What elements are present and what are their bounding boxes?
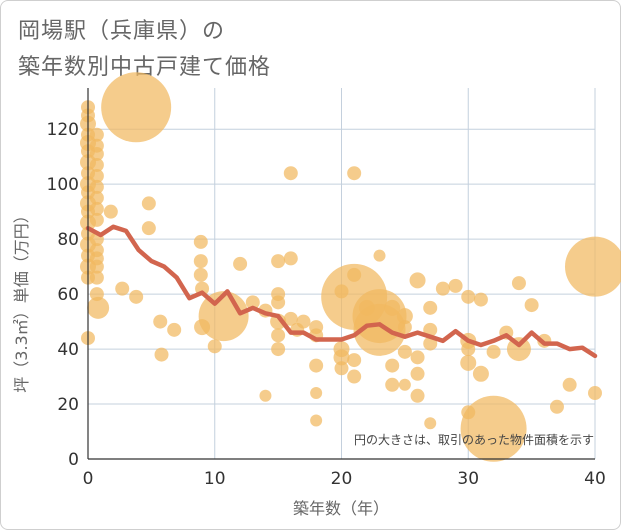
y-axis-label: 坪（3.3㎡）単価（万円）	[12, 207, 31, 392]
size-note: 円の大きさは、取引のあった物件面積を示す	[354, 432, 594, 447]
bubble-24	[89, 179, 104, 194]
bubble-115	[549, 399, 564, 414]
bubble-22	[89, 157, 104, 172]
bubble-44	[193, 234, 208, 249]
x-axis-label: 築年数（年）	[293, 499, 389, 518]
bubble-63	[283, 311, 298, 326]
bubble-81	[373, 249, 386, 262]
bubble-93	[410, 366, 425, 381]
bubble-35	[103, 204, 118, 219]
bubble-78	[347, 353, 362, 368]
bubble-111	[511, 276, 526, 291]
chart-title: 岡場駅（兵庫県）の 築年数別中古戸建て価格	[18, 14, 271, 86]
bubble-21	[89, 146, 104, 161]
bubble-107	[472, 365, 489, 382]
bubble-94	[410, 388, 425, 403]
bubble-43	[167, 322, 182, 337]
bubble-117	[565, 236, 621, 297]
bubble-106	[473, 292, 488, 307]
bubble-49	[207, 339, 222, 354]
bubble-103	[461, 342, 476, 357]
bubble-92	[410, 350, 425, 365]
bubble-55	[271, 254, 286, 269]
bubble-59	[271, 328, 286, 343]
bubble-74	[334, 361, 349, 376]
bubble-37	[115, 281, 130, 296]
bubble-23	[89, 168, 104, 183]
bubble-101	[461, 289, 476, 304]
bubble-68	[309, 358, 324, 373]
bubble-109	[460, 395, 527, 462]
bubble-57	[271, 295, 286, 310]
bubble-85	[385, 358, 400, 373]
bubble-25	[89, 190, 104, 205]
bubble-104	[460, 354, 477, 371]
y-tick-label-3: 60	[57, 285, 79, 305]
x-tick-label-1: 10	[204, 469, 226, 489]
bubble-34	[87, 296, 110, 319]
x-tick-label-2: 20	[331, 469, 353, 489]
bubble-83	[353, 303, 406, 356]
bubble-116	[562, 377, 577, 392]
bubble-113	[524, 298, 539, 313]
bubble-87	[396, 308, 413, 325]
bubble-99	[435, 281, 450, 296]
bubble-26	[89, 201, 104, 216]
bubble-51	[233, 256, 248, 271]
bubble-98	[424, 417, 437, 430]
bubble-65	[296, 314, 311, 329]
bubble-40	[141, 221, 156, 236]
bubble-52	[245, 295, 260, 310]
bubble-70	[310, 414, 323, 427]
bubble-38	[129, 289, 144, 304]
bubble-86	[385, 377, 400, 392]
bubble-61	[283, 166, 298, 181]
bubbles	[80, 72, 621, 462]
bubble-27	[89, 212, 104, 227]
bubble-88	[397, 320, 412, 335]
bubble-42	[154, 347, 169, 362]
bubble-46	[193, 267, 208, 282]
bubble-39	[141, 196, 156, 211]
trend-line	[85, 224, 598, 359]
y-tick-label-4: 80	[57, 230, 79, 250]
bubble-89	[397, 344, 412, 359]
x-tick-label-4: 40	[584, 469, 606, 489]
bubble-36	[101, 72, 172, 143]
bubble-45	[193, 254, 208, 269]
bubble-75	[347, 166, 362, 181]
bubble-69	[310, 387, 323, 400]
bubble-58	[270, 313, 287, 330]
bubble-32	[89, 270, 104, 285]
y-tick-label-1: 20	[57, 395, 79, 415]
y-tick-label-5: 100	[47, 175, 79, 195]
x-tick-label-3: 30	[457, 469, 479, 489]
y-tick-label-0: 0	[68, 450, 79, 470]
bubble-79	[347, 369, 362, 384]
y-tick-label-2: 40	[57, 340, 79, 360]
y-tick-label-6: 120	[47, 120, 79, 140]
title-line-1: 岡場駅（兵庫県）の	[18, 19, 226, 44]
tick-labels: 0 10 20 30 40 0 20 40 60 80 100 120	[47, 120, 606, 489]
bubble-19	[89, 127, 104, 142]
bubble-90	[398, 378, 411, 391]
axes	[87, 88, 595, 460]
bubble-91	[409, 272, 426, 289]
bubble-108	[486, 344, 501, 359]
bubble-95	[423, 300, 438, 315]
bubble-54	[259, 389, 272, 402]
bubble-60	[271, 342, 286, 357]
bubble-100	[448, 278, 463, 293]
x-tick-label-0: 0	[83, 469, 94, 489]
bubble-62	[283, 251, 298, 266]
bubble-41	[153, 314, 168, 329]
bubble-31	[89, 259, 104, 274]
bubble-84	[384, 299, 401, 316]
bubble-73	[333, 349, 350, 366]
bubble-118	[588, 386, 602, 401]
